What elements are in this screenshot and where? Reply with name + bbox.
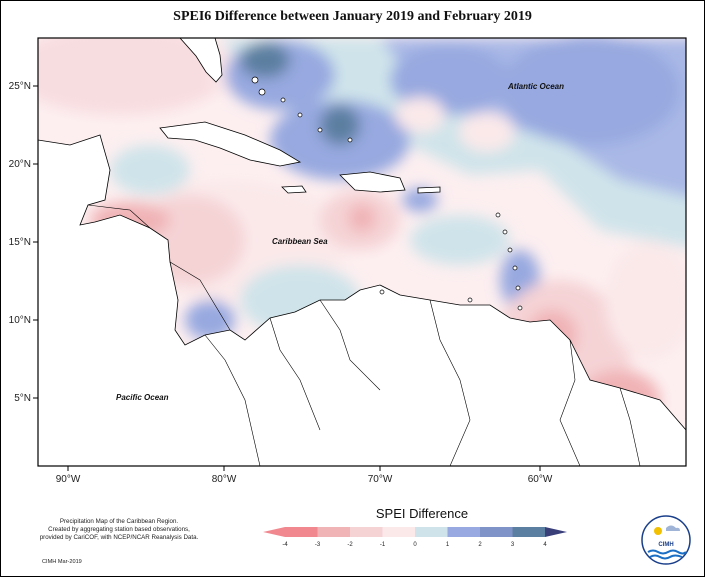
lat-tick-label: 5°N (14, 393, 31, 404)
lon-tick-label: 90°W (56, 474, 81, 485)
lon-tick-label: 70°W (368, 474, 393, 485)
borders (87, 204, 641, 466)
lon-tick-label: 80°W (212, 474, 237, 485)
lat-tick-label: 15°N (9, 237, 31, 248)
land-masses (38, 38, 686, 466)
puerto-rico (417, 186, 441, 194)
footnote-line: Created by aggregating station based obs… (48, 526, 190, 533)
lat-tick-label: 10°N (9, 315, 31, 326)
atlantic-ocean-label: Atlantic Ocean (507, 82, 564, 91)
latitude-axis: 25°N 20°N 15°N 10°N 5°N (9, 81, 38, 404)
plot-border (37, 37, 687, 467)
island-dots (251, 76, 523, 311)
logo-text: CIMH (658, 542, 673, 548)
credit-text: CIMH Mar-2019 (42, 559, 82, 565)
footnote-line: Precipitation Map of the Caribbean Regio… (59, 518, 179, 525)
lat-tick-label: 25°N (9, 81, 31, 92)
central-south-america (38, 134, 686, 466)
cimh-logo: CIMH (641, 515, 691, 565)
florida (179, 38, 223, 83)
footnote-line: provided by CariCOF, with NCEP/NCAR Rean… (39, 534, 199, 541)
jamaica (281, 185, 307, 194)
map-plot-area (38, 38, 686, 466)
hispaniola (339, 171, 406, 193)
legend-title: SPEI Difference (375, 506, 469, 521)
pacific-ocean-label: Pacific Ocean (116, 393, 169, 402)
lon-tick-label: 60°W (528, 474, 553, 485)
map-footnote: Precipitation Map of the Caribbean Regio… (14, 518, 224, 542)
lat-tick-label: 20°N (9, 159, 31, 170)
caribbean-sea-label: Caribbean Sea (272, 237, 328, 246)
longitude-axis: 90°W 80°W 70°W 60°W (56, 466, 553, 485)
cuba (159, 121, 302, 167)
map-title: SPEI6 Difference between January 2019 an… (173, 9, 532, 24)
